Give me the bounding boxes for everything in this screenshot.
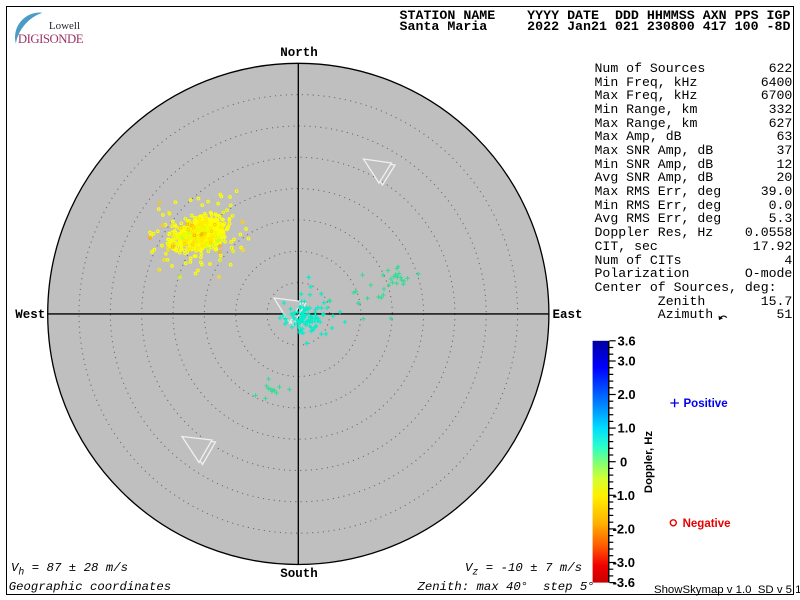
- svg-text:-3.6: -3.6: [613, 575, 635, 590]
- svg-text:-2.0: -2.0: [613, 522, 635, 537]
- svg-text:0: 0: [620, 454, 627, 469]
- svg-text:3.0: 3.0: [618, 354, 636, 369]
- svg-text:-3.0: -3.0: [613, 555, 635, 570]
- svg-text:3.6: 3.6: [618, 333, 636, 348]
- svg-text:1.0: 1.0: [618, 421, 636, 436]
- svg-text:Doppler, Hz: Doppler, Hz: [643, 431, 655, 493]
- svg-text:2.0: 2.0: [618, 387, 636, 402]
- svg-text:-1.0: -1.0: [613, 488, 635, 503]
